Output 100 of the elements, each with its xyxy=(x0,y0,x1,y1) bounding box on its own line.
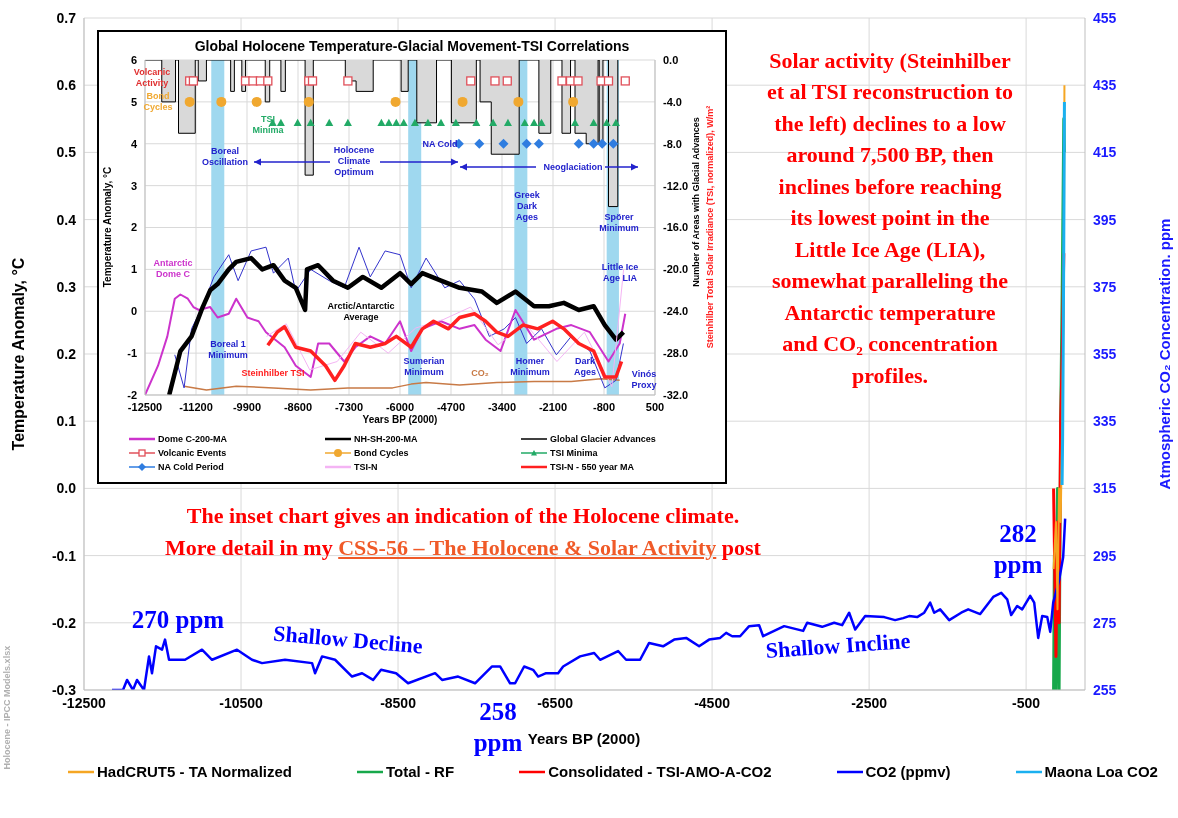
annotation: Shallow Decline xyxy=(271,619,425,661)
x-tick-label: -2500 xyxy=(851,694,888,711)
y-tick-label: 0.6 xyxy=(56,77,77,94)
annotation: The inset chart gives an indication of the Holocene climate. xyxy=(185,502,741,530)
legend-label: Maona Loa CO2 xyxy=(1044,763,1158,780)
y2-tick-label: 335 xyxy=(1093,413,1117,430)
y2-tick-label: -24.0 xyxy=(663,305,689,318)
annotation: post xyxy=(721,535,761,560)
annotation: Antarctic Dome C xyxy=(152,258,194,280)
y-tick-label: 0.2 xyxy=(56,345,77,362)
annotation: Steinhilber TSI xyxy=(240,367,306,379)
y2-tick-label: -8.0 xyxy=(663,137,682,150)
y2-tick-label: 0.0 xyxy=(663,53,679,66)
legend-label: Global Glacier Advances xyxy=(550,434,656,444)
legend-label: Dome C-200-MA xyxy=(158,434,228,444)
x-tick-label: -500 xyxy=(1012,694,1041,711)
annotation: 270 ppm xyxy=(130,605,226,635)
legend-label: Consolidated - TSI-AMO-A-CO2 xyxy=(548,763,772,780)
y-tick-label: 0.7 xyxy=(56,9,77,26)
legend-label: NH-SH-200-MA xyxy=(354,434,418,444)
x-tick-label: -4500 xyxy=(694,694,731,711)
y-tick-label: 4 xyxy=(130,137,138,150)
y2-axis-title: Number of Areas with Glacial Advances xyxy=(691,117,701,287)
y-tick-label: 0.1 xyxy=(56,413,77,430)
y2-tick-label: 435 xyxy=(1093,77,1117,94)
x-axis-title: Years BP (2000) xyxy=(362,414,438,425)
x-tick-label: 500 xyxy=(645,400,665,413)
annotation: Shallow Incline xyxy=(763,627,913,665)
y-tick-label: -1 xyxy=(127,347,137,360)
x-tick-label: -6500 xyxy=(537,694,574,711)
legend-label: Bond Cycles xyxy=(354,448,409,458)
annotation: TSI Minima xyxy=(251,114,285,136)
y2-tick-label: 315 xyxy=(1093,480,1117,497)
x-tick-label: -8500 xyxy=(380,694,417,711)
y-tick-label: 0 xyxy=(130,305,137,318)
y2-tick-label: 275 xyxy=(1093,614,1117,631)
x-tick-label: -11200 xyxy=(179,400,213,413)
annotation: Arctic/Antarctic Average xyxy=(326,301,396,323)
y-tick-label: -2 xyxy=(127,388,137,401)
y2-tick-label: 295 xyxy=(1093,547,1117,564)
x-tick-label: -4700 xyxy=(436,400,466,413)
y2-tick-label: 395 xyxy=(1093,211,1117,228)
text: 258 ppm xyxy=(473,698,523,757)
annotation: More detail in my xyxy=(165,535,333,560)
annotation: 282 ppm xyxy=(992,519,1044,581)
legend-label: TSI-N xyxy=(354,462,378,472)
y-tick-label: 0.5 xyxy=(56,144,77,161)
y-tick-label: 3 xyxy=(130,179,137,192)
y2-axis-title: Atmospheric CO₂ Concentration. ppm xyxy=(1155,217,1174,492)
legend-label: TSI-N - 550 year MA xyxy=(550,462,635,472)
x-tick-label: -2100 xyxy=(538,400,568,413)
x-axis-title: Years BP (2000) xyxy=(527,730,641,747)
annotation: Vinós Proxy xyxy=(630,369,658,391)
x-tick-label: -8600 xyxy=(283,400,313,413)
y2-tick-label: -28.0 xyxy=(663,347,689,360)
y-tick-label: 2 xyxy=(130,221,137,234)
legend-label: TSI Minima xyxy=(550,448,598,458)
x-tick-label: -10500 xyxy=(219,694,264,711)
text: Solar activity (Steinhilber et al TSI reconstruction to the left) declines to a low around 7,500 BP, then inclines before reaching its lowest point in the Little Ice Age (LIA), somewhat paralleling the Antarctic temperature and CO₂ concentration profiles. xyxy=(766,48,1014,388)
annotation: Little Ice Age LIA xyxy=(600,262,640,284)
y-tick-label: 5 xyxy=(130,95,137,108)
legend-label: NA Cold Period xyxy=(158,462,224,472)
y2-tick-label: 415 xyxy=(1093,144,1117,161)
y-axis-title: Temperature Anomaly, °C xyxy=(9,256,28,453)
x-tick-label: -800 xyxy=(592,400,616,413)
x-tick-label: -7300 xyxy=(334,400,364,413)
annotation: Holocene Climate Optimum xyxy=(332,144,376,178)
y2-tick-label: 455 xyxy=(1093,9,1117,26)
y2-tick-label: 255 xyxy=(1093,681,1117,698)
y2-tick-label: -4.0 xyxy=(663,95,682,108)
y2-tick-label: -16.0 xyxy=(663,221,689,234)
legend-label: HadCRUT5 - TA Normalized xyxy=(97,763,293,780)
y-tick-label: 1 xyxy=(130,263,137,276)
y2-tick-label: 375 xyxy=(1093,278,1117,295)
annotation: Steinhilber Total Solar Irradiance (TSI, normalized), W/m² xyxy=(704,104,716,351)
annotation: Boreal Oscillation xyxy=(201,146,249,168)
x-tick-label: -6000 xyxy=(385,400,415,413)
chart-title: Global Holocene Temperature-Glacial Movement-TSI Correlations xyxy=(193,38,631,54)
annotation: Neoglaciation xyxy=(542,161,604,173)
legend-label: Total - RF xyxy=(386,763,455,780)
y-tick-label: -0.2 xyxy=(51,614,77,631)
y2-tick-label: -20.0 xyxy=(663,263,689,276)
y-tick-label: 6 xyxy=(130,53,137,66)
annotation: Boreal 1 Minimum xyxy=(207,339,249,361)
x-tick-label: -12500 xyxy=(127,400,163,413)
y2-tick-label: -12.0 xyxy=(663,179,689,192)
y-tick-label: 0.3 xyxy=(56,278,77,295)
annotation: Dark Ages xyxy=(573,356,597,378)
y2-tick-label: -32.0 xyxy=(663,388,689,401)
y-axis-title: Temperature Anomaly, °C xyxy=(101,165,114,290)
annotation: CO₂ xyxy=(470,367,490,379)
y-tick-label: 0.0 xyxy=(56,480,77,497)
y-tick-label: 0.4 xyxy=(56,211,77,228)
annotation: CSS-56 – The Holocene & Solar Activity xyxy=(338,535,717,560)
y2-tick-label: 355 xyxy=(1093,345,1117,362)
annotation: Sumerian Minimum xyxy=(402,356,446,378)
x-tick-label: -3400 xyxy=(487,400,517,413)
annotation: NA Cold xyxy=(421,138,459,150)
legend-label: Volcanic Events xyxy=(158,448,227,458)
annotation: Greek Dark Ages xyxy=(513,189,541,223)
